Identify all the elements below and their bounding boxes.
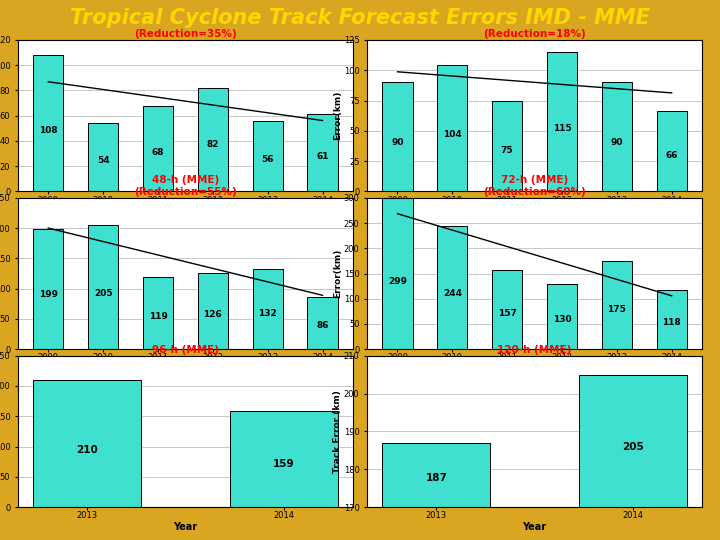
Text: 157: 157 <box>498 309 517 318</box>
Title: 120-h (MME): 120-h (MME) <box>498 345 572 355</box>
Bar <box>88 123 118 191</box>
Text: 61: 61 <box>316 152 329 161</box>
Y-axis label: Track Error (km): Track Error (km) <box>333 390 342 473</box>
Bar <box>382 82 413 191</box>
Text: 199: 199 <box>39 291 58 300</box>
Text: Tropical Cyclone Track Forecast Errors IMD - MME: Tropical Cyclone Track Forecast Errors I… <box>70 8 650 29</box>
Text: 175: 175 <box>608 305 626 314</box>
Y-axis label: Error(km): Error(km) <box>333 249 342 298</box>
Title: (Reduction=18%): (Reduction=18%) <box>483 29 586 39</box>
Text: 299: 299 <box>388 277 407 286</box>
Bar <box>33 380 141 507</box>
Bar <box>547 284 577 349</box>
Text: 54: 54 <box>96 156 109 165</box>
Bar <box>437 226 467 349</box>
Text: 90: 90 <box>391 138 404 147</box>
Bar <box>437 65 467 191</box>
Text: 82: 82 <box>207 140 219 149</box>
Bar <box>143 105 173 191</box>
Title: 72-h (MME)
(Reduction=60%): 72-h (MME) (Reduction=60%) <box>483 176 586 197</box>
Bar <box>143 277 173 349</box>
Text: 130: 130 <box>553 315 572 324</box>
X-axis label: Year: Year <box>174 364 197 374</box>
Title: 96-h (MME): 96-h (MME) <box>152 345 219 355</box>
Text: 119: 119 <box>148 312 168 321</box>
Text: 115: 115 <box>553 124 572 133</box>
Bar <box>33 229 63 349</box>
Text: 132: 132 <box>258 309 277 318</box>
Text: 118: 118 <box>662 318 681 327</box>
Text: 86: 86 <box>316 321 329 330</box>
Text: 104: 104 <box>443 130 462 139</box>
Bar <box>382 198 413 349</box>
Bar <box>253 269 283 349</box>
Title: (Reduction=35%): (Reduction=35%) <box>134 29 237 39</box>
Bar <box>602 261 632 349</box>
Bar <box>230 411 338 507</box>
Text: 210: 210 <box>76 445 98 455</box>
Text: 108: 108 <box>39 125 58 134</box>
Text: INDIA METEOROLOGICAL DEPARTMENT: INDIA METEOROLOGICAL DEPARTMENT <box>232 517 488 530</box>
Text: 159: 159 <box>273 459 294 469</box>
Bar <box>307 114 338 191</box>
Bar <box>547 52 577 191</box>
Text: 205: 205 <box>622 442 644 453</box>
Bar <box>602 82 632 191</box>
X-axis label: Year: Year <box>523 206 546 216</box>
Text: 68: 68 <box>152 148 164 157</box>
X-axis label: Year: Year <box>174 522 197 531</box>
Bar <box>307 297 338 349</box>
Y-axis label: Error(km): Error(km) <box>333 91 343 140</box>
X-axis label: Year: Year <box>523 522 546 531</box>
Text: 187: 187 <box>426 473 447 483</box>
Text: 66: 66 <box>665 151 678 160</box>
Bar <box>33 55 63 191</box>
Text: 205: 205 <box>94 289 112 298</box>
Bar <box>579 375 687 540</box>
X-axis label: Year: Year <box>523 364 546 374</box>
Bar <box>198 88 228 191</box>
Text: 56: 56 <box>261 155 274 164</box>
Text: 244: 244 <box>443 289 462 298</box>
Bar <box>657 111 687 191</box>
Title: 48-h (MME)
(Reduction=55%): 48-h (MME) (Reduction=55%) <box>134 176 237 197</box>
Text: 90: 90 <box>611 138 623 147</box>
Bar <box>198 273 228 349</box>
Bar <box>253 121 283 191</box>
Text: 75: 75 <box>501 146 513 155</box>
Bar <box>88 225 118 349</box>
Bar <box>492 270 522 349</box>
Bar <box>382 443 490 540</box>
Bar <box>492 100 522 191</box>
Text: 126: 126 <box>204 310 222 319</box>
X-axis label: Year: Year <box>174 206 197 216</box>
Bar <box>657 289 687 349</box>
